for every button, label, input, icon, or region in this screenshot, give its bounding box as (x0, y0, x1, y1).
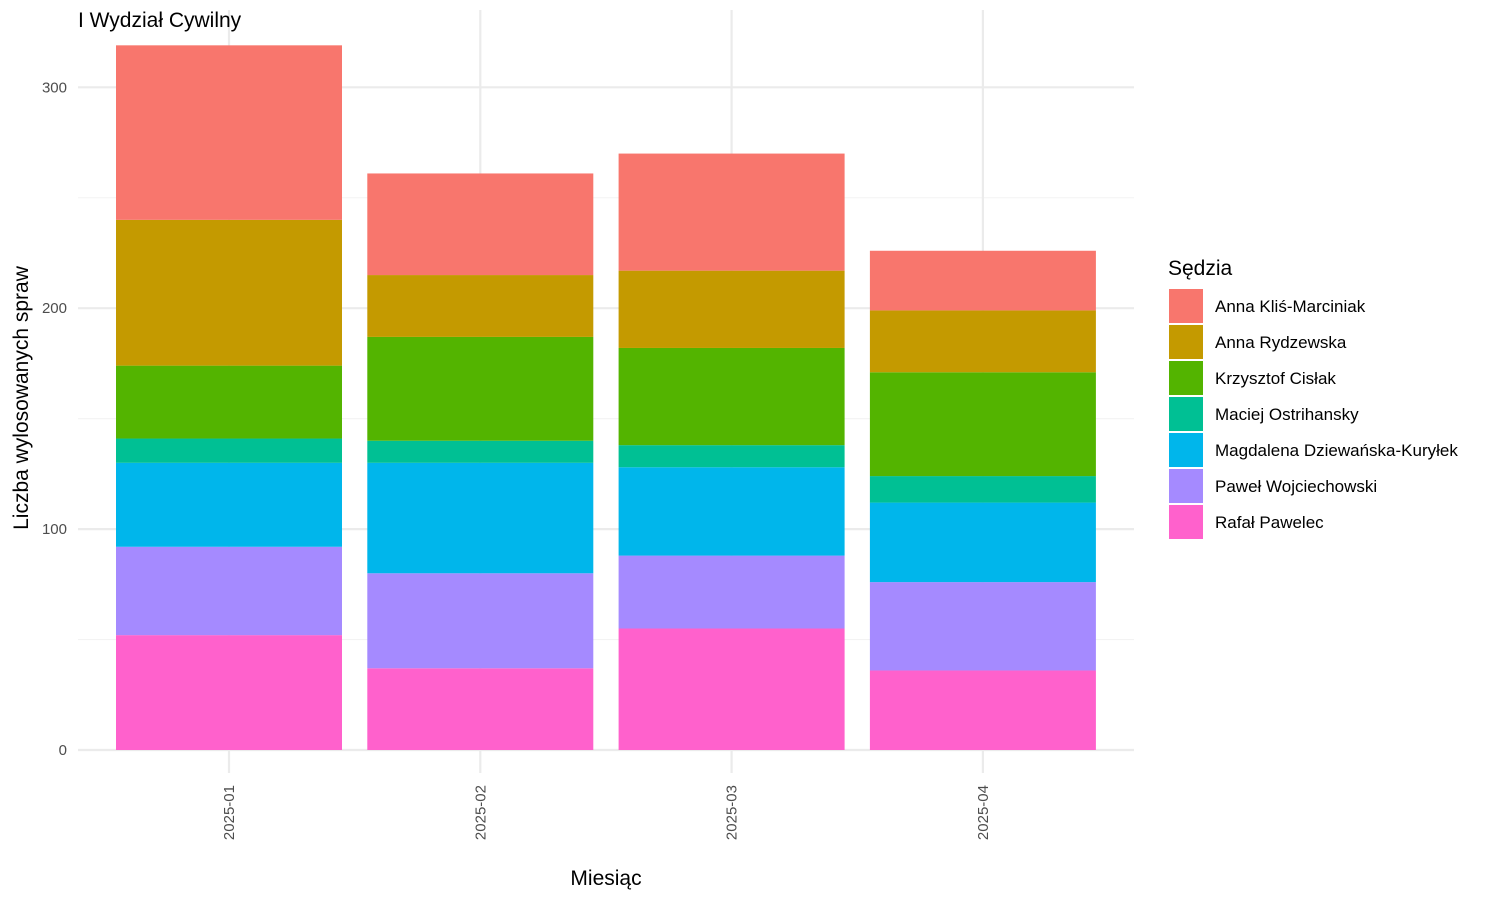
bar-segment: Anna Kliś-Marciniak (2025-03): 53 (618, 153, 845, 271)
y-axis-ticks: 0 100 200 300 (42, 79, 67, 759)
legend-item: Rafał Pawelec (1169, 505, 1324, 539)
bar-segment: Krzysztof Cisłak (2025-02): 47 (367, 336, 594, 441)
bar-segment: Rafał Pawelec (2025-01): 52 (116, 635, 342, 750)
x-tick-label: 2025-02 (472, 785, 489, 840)
y-tick-label: 0 (59, 742, 67, 759)
legend-title: Sędzia (1168, 257, 1233, 280)
legend-swatch (1169, 289, 1203, 323)
chart-title: I Wydział Cywilny (78, 9, 242, 32)
legend-swatch (1169, 361, 1203, 395)
legend-label: Magdalena Dziewańska-Kuryłek (1215, 441, 1458, 460)
legend-item: Anna Rydzewska (1169, 325, 1347, 359)
x-tick-label: 2025-04 (975, 785, 992, 840)
legend-item: Krzysztof Cisłak (1169, 361, 1336, 395)
bar-segment: Anna Rydzewska (2025-04): 28 (869, 310, 1096, 373)
bar-segment: Krzysztof Cisłak (2025-01): 33 (116, 365, 342, 439)
legend-swatch (1169, 469, 1203, 503)
legend-item: Anna Kliś-Marciniak (1169, 289, 1366, 323)
legend-item: Magdalena Dziewańska-Kuryłek (1169, 433, 1458, 467)
bars: Rafał Pawelec (2025-01): 52Paweł Wojciec… (116, 45, 1096, 750)
bar-segment: Paweł Wojciechowski (2025-01): 40 (116, 546, 342, 636)
bar-segment: Magdalena Dziewańska-Kuryłek (2025-01): … (116, 462, 342, 547)
bar-segment: Rafał Pawelec (2025-04): 36 (869, 670, 1096, 750)
y-tick-label: 100 (42, 521, 67, 538)
legend-item: Maciej Ostrihansky (1169, 397, 1359, 431)
bar-segment: Magdalena Dziewańska-Kuryłek (2025-03): … (618, 467, 845, 556)
legend-label: Anna Rydzewska (1215, 333, 1347, 352)
x-tick-label: 2025-03 (724, 785, 741, 840)
bar-segment: Rafał Pawelec (2025-02): 37 (367, 668, 594, 750)
bar-segment: Magdalena Dziewańska-Kuryłek (2025-04): … (869, 502, 1096, 583)
bar-segment: Magdalena Dziewańska-Kuryłek (2025-02): … (367, 462, 594, 574)
legend: Sędzia Anna Kliś-Marciniak Anna Rydzewska… (1168, 257, 1458, 539)
bar-segment: Anna Kliś-Marciniak (2025-02): 46 (367, 173, 594, 276)
legend-swatch (1169, 433, 1203, 467)
bar-segment: Anna Rydzewska (2025-03): 35 (618, 270, 845, 348)
legend-label: Krzysztof Cisłak (1215, 369, 1336, 388)
y-axis-title: Liczba wylosowanych spraw (10, 265, 33, 530)
bar-segment: Paweł Wojciechowski (2025-03): 33 (618, 555, 845, 629)
bar-segment: Paweł Wojciechowski (2025-02): 43 (367, 573, 594, 669)
bar-segment: Anna Rydzewska (2025-02): 28 (367, 275, 594, 337)
legend-label: Rafał Pawelec (1215, 513, 1324, 532)
y-tick-label: 200 (42, 300, 67, 317)
x-tick-label: 2025-01 (221, 785, 238, 840)
bar-segment: Maciej Ostrihansky (2025-04): 12 (869, 476, 1096, 503)
bar-segment: Krzysztof Cisłak (2025-03): 44 (618, 347, 845, 446)
bar-segment: Rafał Pawelec (2025-03): 55 (618, 628, 845, 750)
legend-swatch (1169, 397, 1203, 431)
bar-segment: Krzysztof Cisłak (2025-04): 47 (869, 372, 1096, 477)
bar-segment: Maciej Ostrihansky (2025-03): 10 (618, 445, 845, 468)
bar-segment: Paweł Wojciechowski (2025-04): 40 (869, 582, 1096, 671)
bar-segment: Maciej Ostrihansky (2025-01): 11 (116, 438, 342, 463)
x-axis-ticks: 2025-01 2025-02 2025-03 2025-04 (221, 785, 992, 840)
x-axis-title: Miesiąc (570, 867, 641, 890)
legend-item: Paweł Wojciechowski (1169, 469, 1377, 503)
legend-swatch (1169, 505, 1203, 539)
legend-label: Maciej Ostrihansky (1215, 405, 1359, 424)
bar-segment: Maciej Ostrihansky (2025-02): 10 (367, 440, 594, 463)
bar-segment: Anna Rydzewska (2025-01): 66 (116, 219, 342, 366)
legend-label: Paweł Wojciechowski (1215, 477, 1377, 496)
legend-swatch (1169, 325, 1203, 359)
y-tick-label: 300 (42, 79, 67, 96)
bar-segment: Anna Kliś-Marciniak (2025-04): 27 (869, 250, 1096, 311)
legend-label: Anna Kliś-Marciniak (1215, 297, 1366, 316)
bar-segment: Anna Kliś-Marciniak (2025-01): 79 (116, 45, 342, 220)
